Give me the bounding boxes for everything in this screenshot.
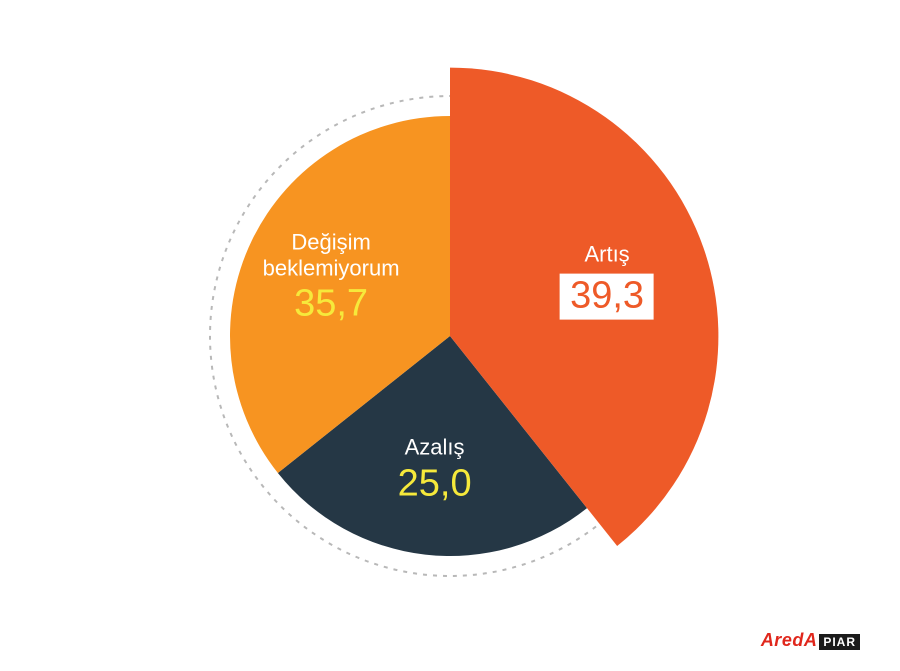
brand-part-b: PIAR — [819, 634, 860, 650]
pie-chart: Artış39,3Azalış25,0Değişim beklemiyorum3… — [162, 47, 739, 624]
pie-svg — [162, 47, 739, 624]
brand-part-a: AredA — [761, 630, 818, 650]
brand-logo: AredAPIAR — [761, 630, 860, 651]
